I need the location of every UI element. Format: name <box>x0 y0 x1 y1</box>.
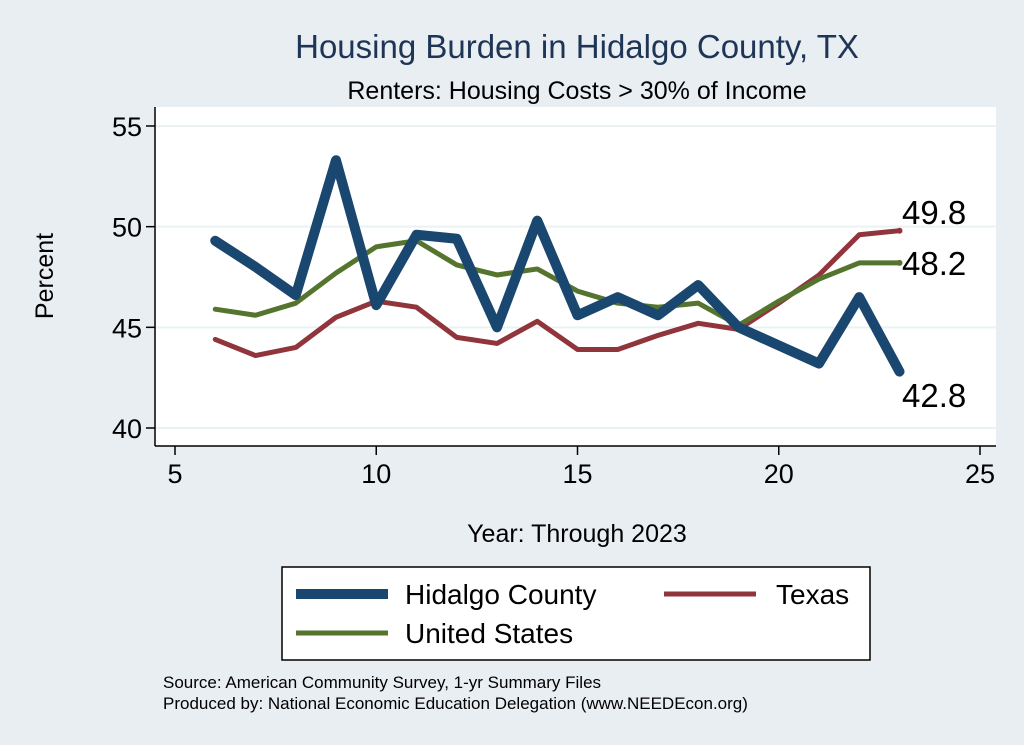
chart-subtitle: Renters: Housing Costs > 30% of Income <box>347 77 806 105</box>
grid-lines <box>155 125 996 429</box>
legend-label-texas: Texas <box>776 579 849 610</box>
legend-label-hidalgo-county: Hidalgo County <box>405 579 596 610</box>
end-label-united-states: 48.2 <box>902 245 966 282</box>
end-labels: 42.8 49.8 48.2 <box>902 194 966 414</box>
series-line-hidalgo-county <box>210 155 905 377</box>
y-tick-label-0: 40 <box>112 414 142 444</box>
y-tick-label-2: 50 <box>112 213 142 243</box>
x-tick-label-4: 25 <box>965 459 995 489</box>
series-lines <box>210 155 905 377</box>
end-marker-texas <box>896 227 903 234</box>
x-axis-label: Year: Through 2023 <box>467 520 687 548</box>
producer-note: Produced by: National Economic Education… <box>163 694 748 713</box>
legend-label-united-states: United States <box>405 618 573 649</box>
end-marker-hidalgo-county <box>896 368 903 375</box>
plot-area <box>155 107 996 446</box>
y-axis-label: Percent <box>31 233 59 319</box>
end-marker-united-states <box>896 259 903 266</box>
x-tick-label-1: 10 <box>361 459 391 489</box>
x-tick-label-0: 5 <box>167 459 182 489</box>
x-tick-label-3: 20 <box>764 459 794 489</box>
legend: Hidalgo County Texas United States <box>281 566 871 661</box>
y-tick-label-1: 45 <box>112 313 142 343</box>
y-tick-label-3: 55 <box>112 112 142 142</box>
end-label-hidalgo-county: 42.8 <box>902 377 966 414</box>
chart-title: Housing Burden in Hidalgo County, TX <box>295 28 859 65</box>
x-tick-label-2: 15 <box>562 459 592 489</box>
source-note: Source: American Community Survey, 1-yr … <box>163 673 601 692</box>
legend-box <box>281 566 871 661</box>
end-label-texas: 49.8 <box>902 194 966 231</box>
axes <box>146 107 996 455</box>
